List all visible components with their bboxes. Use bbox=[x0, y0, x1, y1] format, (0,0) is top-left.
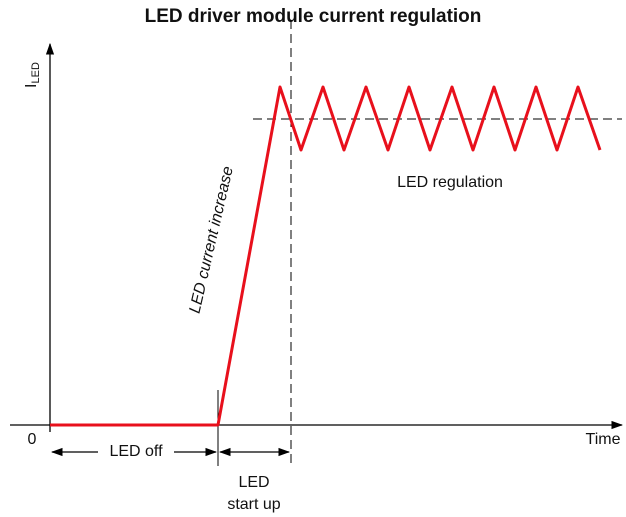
x-axis-label: Time bbox=[586, 431, 621, 448]
current-waveform bbox=[50, 85, 602, 427]
y-label-main: I bbox=[23, 83, 40, 87]
y-axis-label: ILED bbox=[23, 62, 42, 88]
regulation-label: LED regulation bbox=[397, 174, 503, 191]
off-label: LED off bbox=[109, 443, 163, 460]
ramp-label: LED current increase bbox=[187, 165, 237, 315]
startup-label: start up bbox=[227, 496, 280, 513]
y-label-subscript: LED bbox=[30, 62, 42, 83]
origin-label: 0 bbox=[28, 431, 37, 448]
startup-label: LED bbox=[238, 474, 269, 491]
title: LED driver module current regulation bbox=[145, 6, 482, 27]
